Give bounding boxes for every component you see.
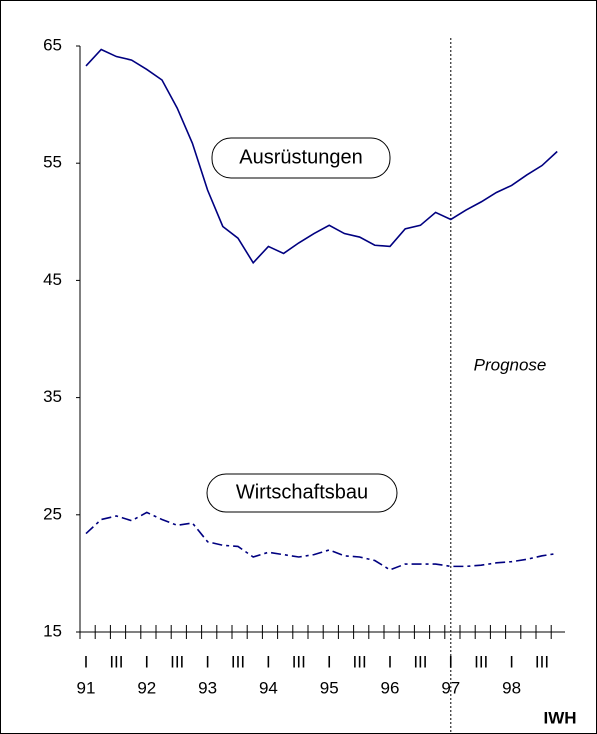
x-tick-label: I bbox=[84, 652, 89, 671]
y-tick-label: 35 bbox=[43, 387, 62, 406]
x-tick-label: I bbox=[448, 652, 453, 671]
y-tick-label: 25 bbox=[43, 504, 62, 523]
forecast-label: Prognose bbox=[474, 355, 547, 374]
x-tick-label: I bbox=[327, 652, 332, 671]
legend-box bbox=[206, 473, 398, 513]
legend-label: Ausrüstungen bbox=[239, 146, 362, 168]
y-tick-label: 65 bbox=[43, 35, 62, 54]
legend-label: Wirtschaftsbau bbox=[236, 481, 368, 503]
year-label: 93 bbox=[198, 678, 217, 697]
x-tick-label: III bbox=[535, 652, 549, 671]
x-tick-label: III bbox=[353, 652, 367, 671]
source: IWH bbox=[543, 708, 576, 727]
legend-box bbox=[211, 137, 391, 179]
series-line bbox=[85, 48, 558, 265]
x-tick-label: III bbox=[474, 652, 488, 671]
x-tick-label: III bbox=[170, 652, 184, 671]
y-tick-label: 15 bbox=[43, 621, 62, 640]
x-tick-label: III bbox=[292, 652, 306, 671]
y-tick-label: 55 bbox=[43, 153, 62, 172]
x-tick-label: III bbox=[231, 652, 245, 671]
year-label: 98 bbox=[502, 678, 521, 697]
x-tick-label: I bbox=[266, 652, 271, 671]
year-label: 91 bbox=[77, 678, 96, 697]
x-tick-label: III bbox=[109, 652, 123, 671]
year-label: 95 bbox=[320, 678, 339, 697]
year-label: 96 bbox=[381, 678, 400, 697]
year-label: 94 bbox=[259, 678, 278, 697]
x-tick-label: III bbox=[413, 652, 427, 671]
x-tick-label: I bbox=[509, 652, 514, 671]
year-label: 92 bbox=[137, 678, 156, 697]
x-tick-label: I bbox=[144, 652, 149, 671]
series-line bbox=[85, 511, 558, 571]
x-tick-label: I bbox=[388, 652, 393, 671]
x-tick-label: I bbox=[205, 652, 210, 671]
y-tick-label: 45 bbox=[43, 270, 62, 289]
